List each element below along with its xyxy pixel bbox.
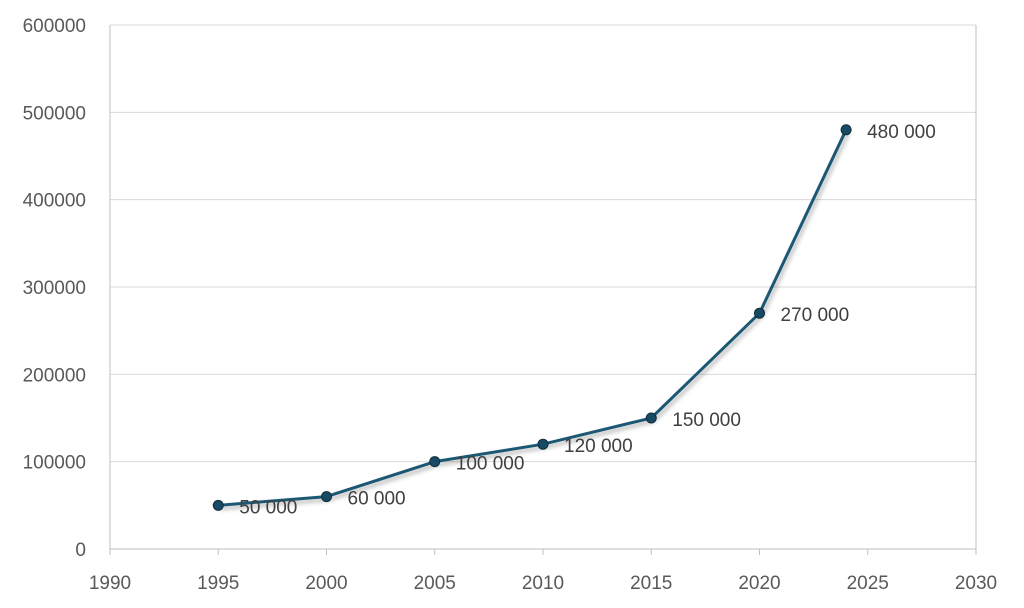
axes <box>109 25 977 555</box>
data-point <box>840 124 852 136</box>
y-tick-label: 0 <box>75 540 86 561</box>
data-label: 480 000 <box>867 122 936 143</box>
y-axis-tick-labels: 0 100000 200000 300000 400000 500000 600000 <box>23 16 86 561</box>
data-label: 50 000 <box>239 497 297 518</box>
data-point <box>645 412 657 424</box>
data-label: 150 000 <box>672 410 741 431</box>
x-tick-label: 2015 <box>630 573 672 594</box>
data-point <box>537 438 549 450</box>
y-tick-label: 200000 <box>23 365 86 386</box>
x-tick-label: 2005 <box>414 573 456 594</box>
data-label: 60 000 <box>348 489 406 510</box>
x-tick-label: 2000 <box>305 573 347 594</box>
data-label: 120 000 <box>564 436 633 457</box>
data-label: 100 000 <box>456 454 525 475</box>
x-tick-label: 2010 <box>522 573 564 594</box>
x-tick-label: 1995 <box>197 573 239 594</box>
series-group <box>212 124 852 511</box>
x-tick-label: 2025 <box>847 573 889 594</box>
data-labels: 50 000 60 000 100 000 120 000 150 000 270 000… <box>239 122 936 519</box>
data-label: 270 000 <box>781 305 850 326</box>
y-tick-label: 300000 <box>23 278 86 299</box>
series-line <box>218 129 848 507</box>
y-tick-label: 100000 <box>23 453 86 474</box>
x-axis-tick-labels: 1990 1995 2000 2005 2010 2015 2020 2025 2030 <box>89 573 997 594</box>
gridlines <box>110 24 976 463</box>
y-tick-label: 500000 <box>23 103 86 124</box>
data-point <box>321 491 332 503</box>
y-tick-label: 400000 <box>23 191 86 212</box>
y-tick-label: 600000 <box>23 16 86 37</box>
data-point <box>212 499 224 511</box>
data-point <box>754 307 765 319</box>
x-tick-label: 2020 <box>738 573 780 594</box>
x-tick-label: 2030 <box>955 573 997 594</box>
data-point <box>429 456 441 468</box>
x-tick-label: 1990 <box>89 573 131 594</box>
